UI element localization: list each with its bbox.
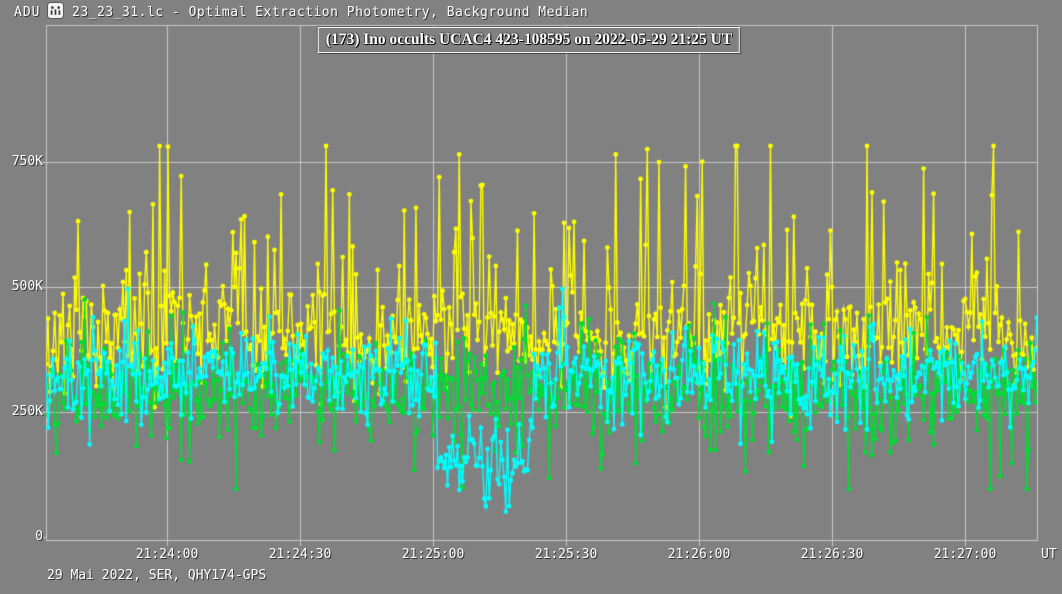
observation-info-text: 29 Mai 2022, SER, QHY174-GPS [47, 568, 267, 583]
x-tick-label: 21:24:00 [135, 547, 199, 562]
x-tick-label: 21:24:30 [268, 547, 332, 562]
event-annotation-box: (173) Ino occults UCAC4 423-108595 on 20… [317, 27, 741, 53]
x-tick-label: 21:26:00 [667, 547, 731, 562]
x-tick-label: 21:25:30 [534, 547, 598, 562]
x-tick-label: 21:25:00 [401, 547, 465, 562]
x-axis-unit-label: UT [1041, 547, 1057, 562]
app-icon [47, 2, 64, 23]
y-axis-unit-label: ADU [14, 5, 41, 20]
x-tick-label: 21:26:30 [800, 547, 864, 562]
y-tick-label: 0 [35, 529, 43, 544]
y-tick-label: 750K [11, 154, 43, 169]
y-tick-label: 250K [11, 404, 43, 419]
y-tick-label: 500K [11, 279, 43, 294]
x-tick-label: 21:27:00 [933, 547, 997, 562]
window-title: 23_23_31.lc - Optimal Extraction Photome… [72, 5, 589, 20]
